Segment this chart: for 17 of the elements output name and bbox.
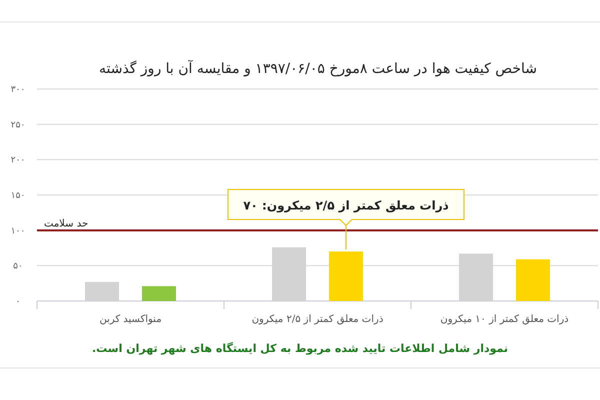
y-tick-label: ۱۵۰ [10, 191, 26, 201]
y-tick-label: ۰ [16, 297, 20, 307]
y-tick-label: ۱۰۰ [10, 226, 26, 236]
bar [329, 252, 363, 301]
bar [516, 259, 550, 301]
chart-title: شاخص کیفیت هوا در ساعت ۸مورخ ۱۳۹۷/۰۶/۰۵ و مقایسه آن با روز گذشته [99, 59, 537, 77]
y-tick-label: ۳۰۰ [10, 85, 26, 95]
x-tick-label: منواکسید کربن [99, 314, 162, 325]
x-tick-label: ذرات معلق کمتر از ۱۰ میکرون [440, 314, 569, 325]
text: نمودار شامل اطلاعات تایید شده مربوط به کل ایستگاه های شهر تهران است. [92, 342, 508, 355]
y-tick-label: ۲۵۰ [10, 120, 26, 130]
bar [142, 286, 176, 301]
data-label: ذرات معلق کمتر از ۲/۵ میکرون: ۷۰ [243, 198, 449, 213]
x-tick-label: ذرات معلق کمتر از ۲/۵ میکرون [252, 314, 384, 325]
y-tick-label: ۵۰ [13, 262, 23, 272]
ref-line-label: حد سلامت [44, 218, 88, 230]
y-tick-label: ۲۰۰ [10, 156, 26, 166]
